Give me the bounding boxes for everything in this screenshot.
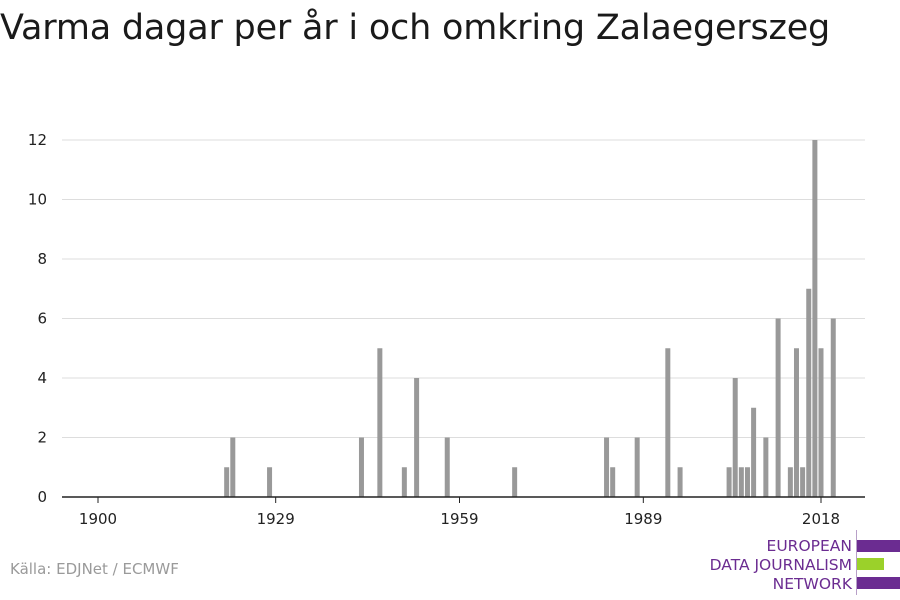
logo-line-european: EUROPEAN — [766, 537, 852, 555]
bar — [775, 318, 781, 497]
bar — [377, 348, 383, 497]
bar — [732, 378, 738, 497]
x-axis: 1900 1929 1959 1989 2018 — [62, 496, 865, 528]
logo-bar-bottom — [857, 577, 900, 589]
x-tick-label: 1929 — [257, 510, 295, 528]
bar — [763, 437, 769, 497]
bar — [224, 467, 230, 497]
y-axis-tick-labels: 0 2 4 6 8 10 12 — [28, 131, 47, 506]
bar — [738, 467, 744, 497]
bars — [224, 140, 836, 497]
y-tick-label: 10 — [28, 191, 47, 209]
logo-divider — [856, 530, 857, 595]
bar — [267, 467, 273, 497]
source-credit: Källa: EDJNet / ECMWF — [10, 560, 179, 578]
bar — [604, 437, 610, 497]
bar — [800, 467, 806, 497]
bar — [793, 348, 799, 497]
bar — [744, 467, 750, 497]
edjnet-logo: EUROPEAN DATA JOURNALISM NETWORK — [700, 530, 900, 597]
bar — [818, 348, 824, 497]
chart-title: Varma dagar per år i och omkring Zalaege… — [0, 8, 831, 48]
logo-line-network: NETWORK — [772, 575, 852, 593]
x-tick-label: 1959 — [440, 510, 478, 528]
bar — [787, 467, 793, 497]
bar — [830, 318, 836, 497]
bar — [806, 288, 812, 497]
x-tick-label: 1989 — [624, 510, 662, 528]
bar — [665, 348, 671, 497]
logo-line-data-journalism: DATA JOURNALISM — [709, 556, 852, 574]
bar — [512, 467, 518, 497]
bar — [751, 407, 757, 497]
y-tick-label: 8 — [37, 250, 47, 268]
bar — [401, 467, 407, 497]
bar — [358, 437, 364, 497]
bar — [444, 437, 450, 497]
gridlines — [62, 139, 865, 438]
x-tick-label: 1900 — [79, 510, 117, 528]
bar — [634, 437, 640, 497]
bar — [230, 437, 236, 497]
bar — [726, 467, 732, 497]
y-tick-label: 12 — [28, 131, 47, 149]
bar — [812, 140, 818, 497]
bar — [610, 467, 616, 497]
logo-bar-top — [857, 540, 900, 552]
y-tick-label: 6 — [37, 310, 47, 328]
y-tick-label: 0 — [37, 488, 47, 506]
bar — [677, 467, 683, 497]
y-tick-label: 4 — [37, 369, 47, 387]
logo-bar-middle — [857, 558, 884, 570]
bar — [414, 378, 420, 497]
x-tick-label: 2018 — [802, 510, 840, 528]
y-tick-label: 2 — [37, 429, 47, 447]
